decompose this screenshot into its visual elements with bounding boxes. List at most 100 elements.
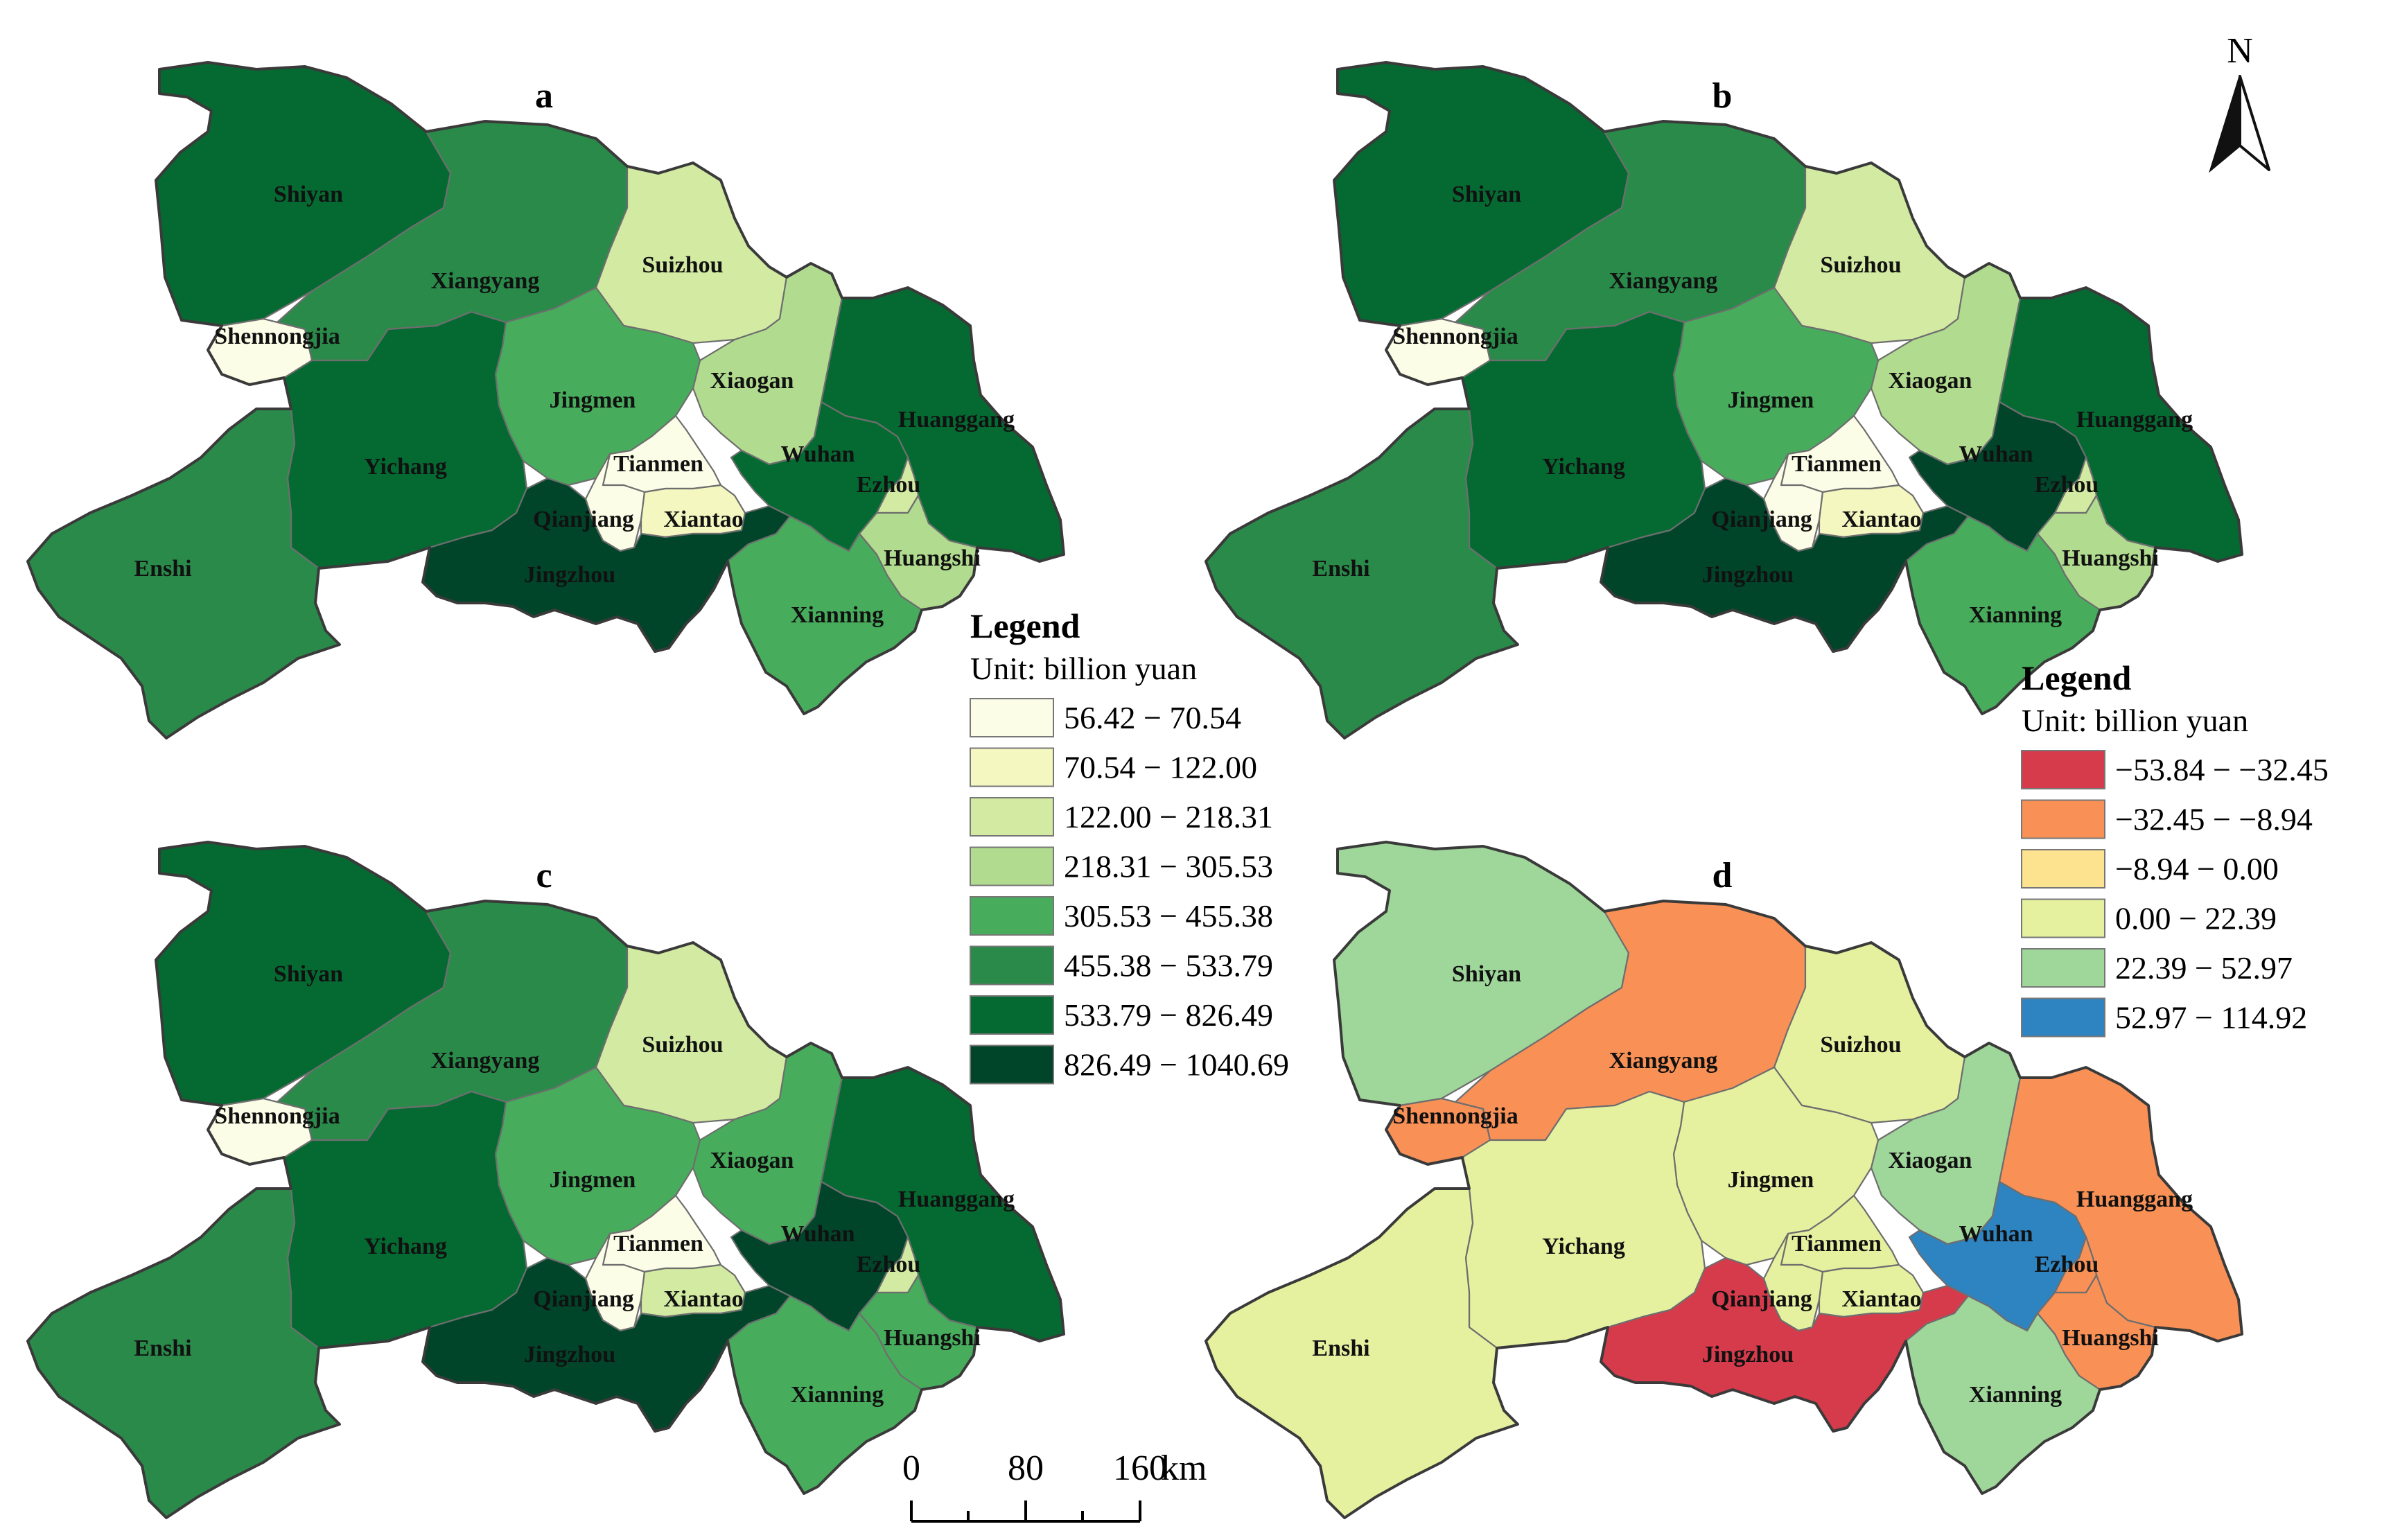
region-label-xiaogan: Xiaogan <box>710 1148 794 1173</box>
region-label-jingmen: Jingmen <box>1728 1167 1814 1193</box>
region-label-ezhou: Ezhou <box>2035 1252 2099 1277</box>
legend-range-label: 122.00 − 218.31 <box>1064 799 1273 834</box>
scale-bar: 0 80 160 km <box>902 1449 1207 1523</box>
legend-range-label: −32.45 − −8.94 <box>2115 802 2313 837</box>
legend-swatch <box>2021 948 2105 988</box>
region-label-huanggang: Huanggang <box>898 1187 1015 1212</box>
legend-range-label: 22.39 − 52.97 <box>2115 950 2293 986</box>
region-label-suizhou: Suizhou <box>642 252 723 278</box>
region-label-jingmen: Jingmen <box>550 387 636 413</box>
panel-title: a <box>535 76 553 116</box>
region-label-xianning: Xianning <box>791 602 884 628</box>
region-label-xianning: Xianning <box>791 1382 884 1408</box>
legend-swatch <box>970 747 1054 787</box>
north-arrow-outline-icon <box>2239 75 2270 171</box>
region-label-shiyan: Shiyan <box>1452 182 1521 207</box>
legend-2-unit: Unit: billion yuan <box>2022 703 2248 738</box>
scale-tick-160: 160 <box>1113 1449 1167 1488</box>
region-label-xiantao: Xiantao <box>663 507 743 532</box>
north-arrow: N <box>2209 31 2270 173</box>
region-label-qianjiang: Qianjiang <box>1711 1286 1812 1312</box>
scale-tick-80: 80 <box>1008 1449 1044 1488</box>
region-label-shiyan: Shiyan <box>274 961 343 987</box>
region-label-shennongjia: Shennongjia <box>1392 324 1518 349</box>
map-panel-a: Shiyan Xiangyang Suizhou Shennongjia Xiaogan… <box>26 61 1065 740</box>
region-label-shennongjia: Shennongjia <box>214 1103 340 1129</box>
region-label-yichang: Yichang <box>364 454 447 480</box>
legend-range-label: −53.84 − −32.45 <box>2115 752 2329 787</box>
legend-swatch <box>2021 750 2105 789</box>
region-label-huangshi: Huangshi <box>2062 545 2159 571</box>
region-label-enshi: Enshi <box>134 1336 191 1361</box>
province-outline <box>1205 61 2243 740</box>
province-outline <box>26 61 1065 740</box>
region-label-jingzhou: Jingzhou <box>1702 1342 1794 1367</box>
legend-2-title: Legend <box>2022 658 2132 697</box>
region-label-jingzhou: Jingzhou <box>524 562 615 588</box>
region-label-ezhou: Ezhou <box>2035 472 2099 498</box>
region-label-ezhou: Ezhou <box>857 472 921 498</box>
legend-swatch <box>970 945 1054 986</box>
legend-1-items: 56.42 − 70.54 70.54 − 122.00 122.00 − 218.… <box>970 698 1289 1085</box>
region-label-jingzhou: Jingzhou <box>524 1342 615 1367</box>
legend-1-unit: Unit: billion yuan <box>970 651 1197 686</box>
legend-range-label: 52.97 − 114.92 <box>2115 1000 2307 1035</box>
region-label-xiantao: Xiantao <box>663 1286 743 1312</box>
region-label-shiyan: Shiyan <box>1452 961 1521 987</box>
region-label-xianning: Xianning <box>1969 602 2062 628</box>
region-label-suizhou: Suizhou <box>1820 252 1901 278</box>
legend-swatch <box>970 995 1054 1035</box>
region-label-yichang: Yichang <box>1542 454 1625 480</box>
region-label-xiaogan: Xiaogan <box>710 368 794 394</box>
legend-swatch <box>970 698 1054 737</box>
region-label-qianjiang: Qianjiang <box>1711 507 1812 532</box>
region-label-huanggang: Huanggang <box>898 407 1015 432</box>
legend-range-label: 826.49 − 1040.69 <box>1064 1047 1289 1083</box>
region-label-jingzhou: Jingzhou <box>1702 562 1794 588</box>
legend-1: Legend Unit: billion yuan 56.42 − 70.54 7… <box>970 606 1289 1085</box>
region-label-qianjiang: Qianjiang <box>533 507 633 532</box>
legend-swatch <box>970 846 1054 886</box>
region-label-xiangyang: Xiangyang <box>1609 1048 1718 1074</box>
region-label-huangshi: Huangshi <box>884 1325 981 1351</box>
legend-swatch <box>2021 898 2105 938</box>
legend-range-label: −8.94 − 0.00 <box>2115 851 2279 886</box>
region-label-tianmen: Tianmen <box>1792 1231 1882 1257</box>
province-outline <box>1205 841 2243 1519</box>
legend-swatch <box>2021 849 2105 889</box>
region-label-tianmen: Tianmen <box>613 451 703 477</box>
scale-tick-0: 0 <box>902 1449 920 1488</box>
region-label-xiaogan: Xiaogan <box>1889 1148 1972 1173</box>
region-label-enshi: Enshi <box>1312 1336 1369 1361</box>
legend-1-title: Legend <box>970 606 1080 645</box>
region-label-wuhan: Wuhan <box>780 1221 855 1247</box>
region-label-jingmen: Jingmen <box>550 1167 636 1193</box>
region-label-huanggang: Huanggang <box>2076 407 2193 432</box>
region-label-jingmen: Jingmen <box>1728 387 1814 413</box>
map-panel-b: Shiyan Xiangyang Suizhou Shennongjia Xiaogan… <box>1205 61 2243 740</box>
region-label-xiantao: Xiantao <box>1841 507 1921 532</box>
region-label-huangshi: Huangshi <box>2062 1325 2159 1351</box>
legend-range-label: 56.42 − 70.54 <box>1064 700 1241 735</box>
region-label-wuhan: Wuhan <box>780 441 855 467</box>
legend-swatch <box>2021 799 2105 839</box>
panel-title: b <box>1713 76 1733 116</box>
legend-range-label: 0.00 − 22.39 <box>2115 901 2277 936</box>
scale-unit: km <box>1161 1449 1207 1488</box>
region-label-xiantao: Xiantao <box>1841 1286 1921 1312</box>
legend-range-label: 305.53 − 455.38 <box>1064 898 1273 934</box>
region-label-shiyan: Shiyan <box>274 182 343 207</box>
region-label-enshi: Enshi <box>1312 556 1369 581</box>
region-label-ezhou: Ezhou <box>857 1252 921 1277</box>
legend-swatch <box>2021 997 2105 1038</box>
region-label-yichang: Yichang <box>364 1234 447 1259</box>
region-label-wuhan: Wuhan <box>1959 1221 2033 1247</box>
region-label-qianjiang: Qianjiang <box>533 1286 633 1312</box>
region-label-tianmen: Tianmen <box>613 1231 703 1257</box>
legend-range-label: 533.79 − 826.49 <box>1064 997 1273 1033</box>
scale-bar-line <box>910 1500 1141 1523</box>
region-label-huangshi: Huangshi <box>884 545 981 571</box>
legend-range-label: 455.38 − 533.79 <box>1064 948 1273 983</box>
